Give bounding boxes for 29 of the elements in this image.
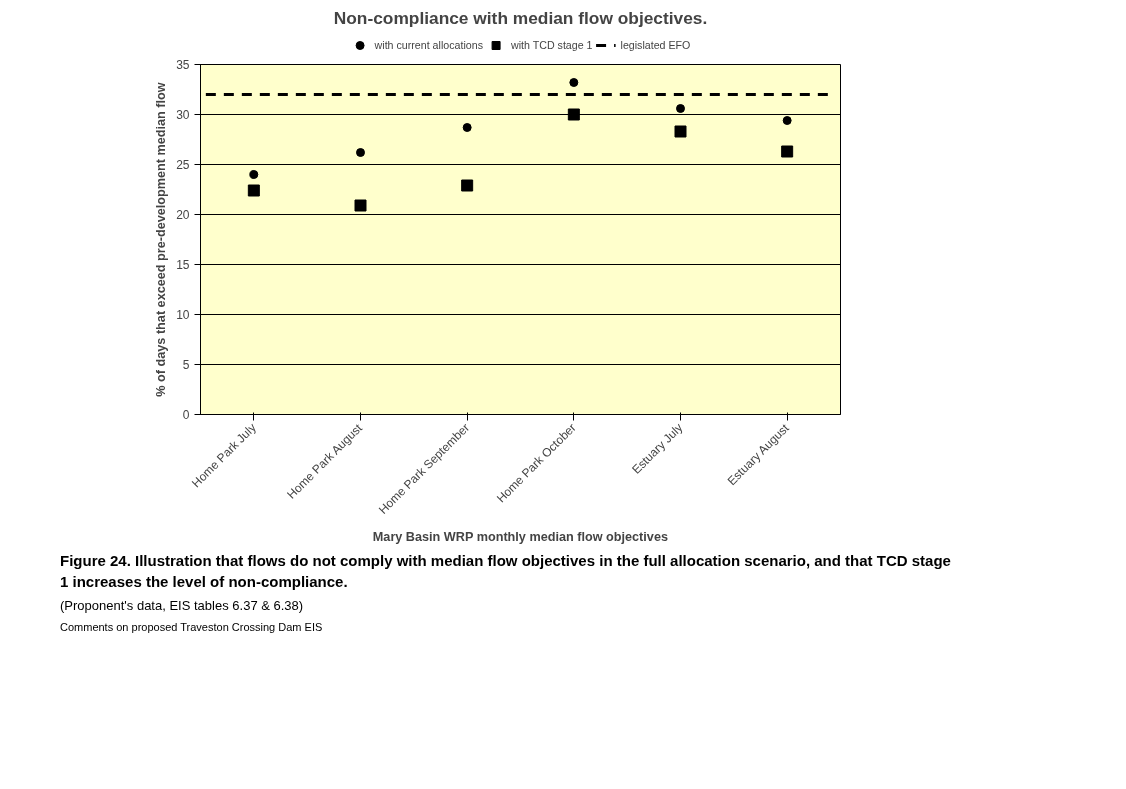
point — [567, 108, 580, 121]
y-tick-label: 10 — [176, 308, 190, 322]
y-tick-label: 25 — [176, 158, 190, 172]
caption: Figure 24. Illustration that flows do not comply with median flow objectives in the full allocation scenario, and that TCD stage 1 increases the level of non-compliance. — [60, 551, 952, 593]
y-tick-label: 20 — [176, 208, 190, 222]
y-tick-label: 15 — [176, 258, 190, 272]
point — [781, 145, 794, 158]
point — [461, 179, 474, 192]
legend-label: with current allocations — [374, 39, 483, 51]
y-tick-label: 35 — [176, 58, 190, 72]
point — [782, 116, 792, 125]
chart-title: Non-compliance with median flow objectives. — [333, 7, 708, 28]
text: (Proponent's data, EIS tables 6.37 & 6.38) — [60, 596, 304, 615]
legend-label: legislated EFO — [620, 39, 691, 51]
point — [354, 199, 367, 212]
point — [674, 125, 687, 138]
y-tick-label: 0 — [182, 408, 190, 422]
y-tick-label: 5 — [182, 358, 190, 372]
point — [462, 123, 472, 132]
point — [569, 78, 579, 87]
point — [249, 170, 259, 179]
y-axis-title: % of days that exceed pre-development median flow — [154, 82, 169, 397]
text: Comments on proposed Traveston Crossing Dam EIS — [60, 620, 323, 636]
point — [676, 104, 685, 113]
point — [247, 184, 260, 197]
y-tick-label: 30 — [176, 108, 190, 122]
point — [356, 148, 365, 157]
legend-label: with TCD stage 1 — [510, 39, 593, 51]
x-axis-title: Mary Basin WRP monthly median flow objectives — [372, 529, 668, 544]
